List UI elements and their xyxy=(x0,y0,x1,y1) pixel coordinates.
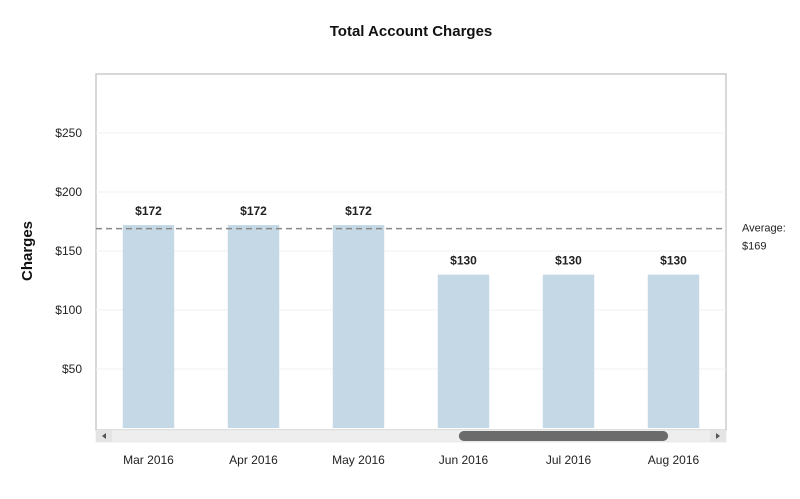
x-tick-label: Aug 2016 xyxy=(648,453,700,467)
x-tick-label: May 2016 xyxy=(332,453,385,467)
y-tick-label: $200 xyxy=(55,185,82,199)
data-labels: $172 $172 $172 $130 $130 $130 xyxy=(135,204,687,268)
scrollbar[interactable] xyxy=(95,429,727,443)
x-tick-label: Mar 2016 xyxy=(123,453,174,467)
average-label: Average: xyxy=(742,223,786,235)
data-label: $172 xyxy=(135,204,162,218)
scroll-left-button[interactable] xyxy=(96,430,112,442)
bar xyxy=(542,274,595,428)
data-label: $172 xyxy=(345,204,372,218)
plot-area-border xyxy=(95,73,727,431)
bars xyxy=(122,225,700,428)
scroll-right-button[interactable] xyxy=(710,430,726,442)
bar xyxy=(227,225,280,428)
y-tick-labels: $50 $100 $150 $200 $250 xyxy=(55,126,82,376)
bar xyxy=(647,274,700,428)
arrow-left-icon xyxy=(102,433,106,439)
average-value: $169 xyxy=(742,241,766,253)
grid-lines xyxy=(96,132,726,370)
data-label: $130 xyxy=(450,254,477,268)
y-tick-label: $50 xyxy=(62,362,82,376)
data-label: $172 xyxy=(240,204,267,218)
scrollbar-thumb[interactable] xyxy=(458,431,669,441)
arrow-right-icon xyxy=(716,433,720,439)
y-tick-label: $100 xyxy=(55,303,82,317)
bar xyxy=(437,274,490,428)
x-tick-label: Apr 2016 xyxy=(229,453,278,467)
y-axis-label: Charges xyxy=(19,221,36,281)
data-label: $130 xyxy=(555,254,582,268)
chart-title: Total Account Charges xyxy=(330,23,493,40)
data-label: $130 xyxy=(660,254,687,268)
y-tick-label: $150 xyxy=(55,244,82,258)
bar xyxy=(122,225,175,428)
x-tick-label: Jul 2016 xyxy=(546,453,592,467)
y-tick-label: $250 xyxy=(55,126,82,140)
x-tick-labels: Mar 2016 Apr 2016 May 2016 Jun 2016 Jul 2016… xyxy=(123,453,699,467)
bar xyxy=(332,225,385,428)
x-tick-label: Jun 2016 xyxy=(439,453,489,467)
